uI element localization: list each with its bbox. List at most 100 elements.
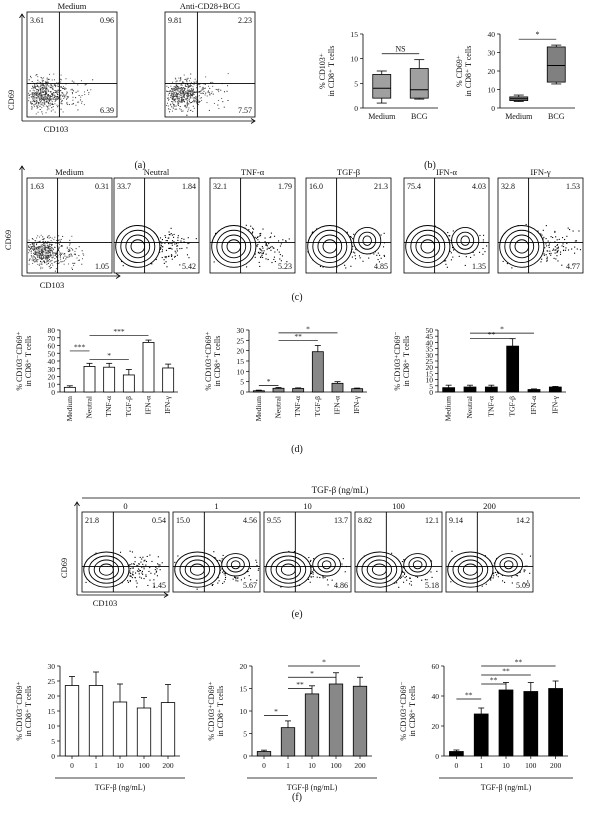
flow-event-dot [45,258,47,260]
flow-quadrant-ul: 33.7 [117,182,131,191]
flow-event-dot [176,88,178,90]
flow-event-dot [28,246,30,248]
flow-event-dot [171,90,173,92]
flow-event-dot [56,98,58,100]
flow-event-dot [561,264,563,266]
flow-event-dot [170,247,172,249]
flow-event-dot [34,83,36,85]
flow-event-dot [51,251,53,253]
flow-event-dot [187,96,189,98]
flow-event-dot [273,258,275,261]
flow-event-dot [41,254,43,256]
flow-event-dot [41,90,43,92]
flow-event-dot [183,90,185,92]
flow-event-dot [37,85,39,87]
flow-event-dot [51,103,53,105]
flow-event-dot [46,97,48,99]
flow-event-dot [34,90,36,92]
flow-event-dot [47,253,49,255]
flow-event-dot [186,81,188,83]
flow-event-dot [172,93,174,95]
flow-event-dot [66,92,68,94]
flow-event-dot [58,235,60,237]
flow-event-dot [52,87,54,89]
flow-event-dot [172,107,174,109]
flow-event-dot [181,89,183,91]
flow-event-dot [46,98,48,100]
flow-event-dot [66,96,68,98]
flow-event-dot [66,246,68,248]
flow-event-dot [57,85,59,87]
flow-event-dot [75,248,77,250]
flow-event-dot [54,84,56,86]
flow-event-dot [69,254,71,256]
flow-event-dot [71,248,73,250]
flow-event-dot [50,98,52,100]
flow-event-dot [193,84,195,86]
flow-event-dot [189,91,191,93]
flow-event-dot [224,576,227,578]
flow-event-dot [50,260,52,262]
flow-event-dot [85,83,87,85]
flow-event-dot [197,104,199,106]
flow-event-dot [260,232,262,235]
flow-event-dot [579,249,582,251]
flow-event-dot [28,249,30,251]
flow-event-dot [276,249,279,251]
flow-event-dot [37,235,39,237]
flow-event-dot [38,98,40,100]
flow-event-dot [191,95,193,97]
flow-plot-title: 1 [214,501,218,511]
flow-event-dot [40,98,42,100]
flow-event-dot [48,265,50,267]
flow-event-dot [174,88,176,90]
flow-event-dot [143,566,145,568]
flow-event-dot [44,90,46,92]
flow-event-dot [43,247,45,249]
flow-event-dot [38,104,40,106]
flow-event-dot [207,91,209,93]
flow-event-dot [171,234,173,236]
flow-event-dot [70,253,72,255]
flow-event-dot [175,87,177,89]
flow-event-dot [218,99,220,101]
flow-event-dot [554,230,556,232]
flow-event-dot [252,228,255,230]
flow-event-dot [557,247,559,249]
flow-event-dot [29,90,31,92]
flow-event-dot [55,256,57,258]
flow-event-dot [62,235,64,237]
flow-event-dot [66,91,68,93]
flow-event-dot [554,252,556,254]
flow-event-dot [170,103,172,105]
flow-event-dot [80,96,82,98]
flow-event-dot [51,254,53,256]
flow-event-dot [35,240,37,242]
flow-event-dot [260,256,262,258]
flow-event-dot [33,248,35,250]
flow-event-dot [49,95,51,97]
flow-event-dot [185,107,187,109]
flow-event-dot [246,266,248,268]
flow-event-dot [47,107,49,109]
flow-event-dot [30,102,32,104]
flow-event-dot [40,246,42,248]
flow-event-dot [263,250,265,252]
flow-event-dot [543,253,545,255]
flow-event-dot [40,257,42,259]
flow-event-dot [358,255,361,257]
flow-event-dot [135,580,137,582]
flow-event-dot [353,233,355,235]
flow-event-dot [60,245,62,247]
flow-event-dot [48,245,50,247]
flow-event-dot [71,255,73,257]
flow-plot-title: Anti-CD28+BCG [180,1,241,11]
flow-event-dot [351,251,353,253]
flow-event-dot [220,560,222,562]
flow-event-dot [511,267,513,269]
flow-event-dot [48,105,50,107]
flow-event-dot [172,97,174,99]
flow-event-dot [74,253,76,255]
flow-event-dot [194,91,196,93]
flow-event-dot [186,103,188,105]
